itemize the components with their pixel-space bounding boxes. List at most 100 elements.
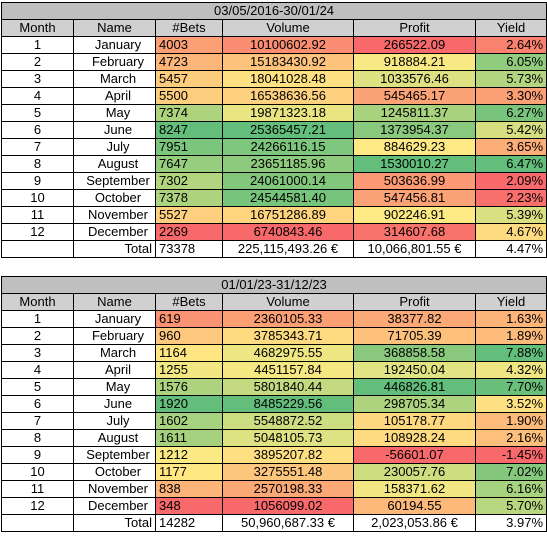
data-row: 8 August 7647 23651185.96 1530010.27 6.47% bbox=[1, 155, 547, 173]
total-cell: 3.97% bbox=[474, 514, 547, 532]
cell: 2360105.33 bbox=[222, 310, 354, 328]
cell: 1373954.37 bbox=[353, 121, 476, 139]
cell: 266522.09 bbox=[353, 36, 476, 54]
cell: 2.09% bbox=[474, 172, 547, 190]
cell: 5457 bbox=[155, 70, 223, 88]
cell: 5527 bbox=[155, 206, 223, 224]
cell: September bbox=[73, 446, 156, 464]
cell: 314607.68 bbox=[353, 223, 476, 241]
data-row: 6 June 1920 8485229.56 298705.34 3.52% bbox=[1, 395, 547, 413]
cell: October bbox=[73, 189, 156, 207]
data-row: 11 November 838 2570198.33 158371.62 6.16% bbox=[1, 480, 547, 498]
data-row: 1 January 619 2360105.33 38377.82 1.63% bbox=[1, 310, 547, 328]
cell: 60194.55 bbox=[353, 497, 476, 515]
cell: 545465.17 bbox=[353, 87, 476, 105]
cell: 5048105.73 bbox=[222, 429, 354, 447]
header-row: Month Name #Bets Volume Profit Yield bbox=[1, 19, 547, 37]
cell: 2.23% bbox=[474, 189, 547, 207]
column-header: #Bets bbox=[155, 19, 223, 37]
cell: 1.90% bbox=[474, 412, 547, 430]
total-cell: Total bbox=[73, 240, 156, 258]
cell bbox=[1, 514, 74, 532]
cell: 10100602.92 bbox=[222, 36, 354, 54]
cell: 1611 bbox=[155, 429, 223, 447]
cell: 4682975.55 bbox=[222, 344, 354, 362]
cell: 12 bbox=[1, 223, 74, 241]
cell: 5 bbox=[1, 378, 74, 396]
cell: 8485229.56 bbox=[222, 395, 354, 413]
column-header: Volume bbox=[222, 293, 354, 311]
column-header: Profit bbox=[353, 19, 476, 37]
cell: 25365457.21 bbox=[222, 121, 354, 139]
cell: 5500 bbox=[155, 87, 223, 105]
cell: 1 bbox=[1, 310, 74, 328]
cell: 3 bbox=[1, 70, 74, 88]
cell: 10 bbox=[1, 189, 74, 207]
column-header: Volume bbox=[222, 19, 354, 37]
cell: October bbox=[73, 463, 156, 481]
header-row: Month Name #Bets Volume Profit Yield bbox=[1, 293, 547, 311]
cell: 619 bbox=[155, 310, 223, 328]
data-table: 03/05/2016-30/01/24 Month Name #Bets Volume P… bbox=[0, 2, 547, 258]
cell: 8247 bbox=[155, 121, 223, 139]
column-header: Name bbox=[73, 293, 156, 311]
title-row: 01/01/23-31/12/23 bbox=[0, 276, 547, 294]
cell: 7.02% bbox=[474, 463, 547, 481]
cell: January bbox=[73, 310, 156, 328]
data-row: 9 September 7302 24061000.14 503636.99 2.09% bbox=[1, 172, 547, 190]
total-row: Total 73378 225,115,493.26 €10,066,801.55 … bbox=[1, 240, 547, 258]
cell: August bbox=[73, 429, 156, 447]
data-row: 12 December 2269 6740843.46 314607.68 4.67% bbox=[1, 223, 547, 241]
cell: 24544581.40 bbox=[222, 189, 354, 207]
cell: 7378 bbox=[155, 189, 223, 207]
cell: 446826.81 bbox=[353, 378, 476, 396]
cell: August bbox=[73, 155, 156, 173]
cell: 2 bbox=[1, 53, 74, 71]
cell: 902246.91 bbox=[353, 206, 476, 224]
cell: December bbox=[73, 497, 156, 515]
cell: 1576 bbox=[155, 378, 223, 396]
cell: January bbox=[73, 36, 156, 54]
cell: June bbox=[73, 121, 156, 139]
cell: 4 bbox=[1, 361, 74, 379]
data-table: 01/01/23-31/12/23 Month Name #Bets Volume Pro… bbox=[0, 276, 547, 532]
cell: March bbox=[73, 70, 156, 88]
data-row: 3 March 1164 4682975.55 368858.58 7.88% bbox=[1, 344, 547, 362]
cell: 7647 bbox=[155, 155, 223, 173]
cell: 15183430.92 bbox=[222, 53, 354, 71]
cell: 7302 bbox=[155, 172, 223, 190]
cell: July bbox=[73, 138, 156, 156]
cell: 6.47% bbox=[474, 155, 547, 173]
cell: 1245811.37 bbox=[353, 104, 476, 122]
cell: 884629.23 bbox=[353, 138, 476, 156]
cell: 547456.81 bbox=[353, 189, 476, 207]
column-header: Name bbox=[73, 19, 156, 37]
cell: -1.45% bbox=[474, 446, 547, 464]
total-cell: 14282 bbox=[155, 514, 223, 532]
cell: 3785343.71 bbox=[222, 327, 354, 345]
cell: 1056099.02 bbox=[222, 497, 354, 515]
cell: 6.05% bbox=[474, 53, 547, 71]
cell: 3.65% bbox=[474, 138, 547, 156]
cell: 4.67% bbox=[474, 223, 547, 241]
cell: 8 bbox=[1, 155, 74, 173]
cell: 3.30% bbox=[474, 87, 547, 105]
cell: 11 bbox=[1, 206, 74, 224]
total-cell: 10,066,801.55 € bbox=[353, 240, 476, 258]
cell: 5.39% bbox=[474, 206, 547, 224]
cell: 368858.58 bbox=[353, 344, 476, 362]
cell: 108928.24 bbox=[353, 429, 476, 447]
cell: 2570198.33 bbox=[222, 480, 354, 498]
cell: June bbox=[73, 395, 156, 413]
data-row: 10 October 7378 24544581.40 547456.81 2.23% bbox=[1, 189, 547, 207]
total-cell: 4.47% bbox=[474, 240, 547, 258]
column-header: Profit bbox=[353, 293, 476, 311]
data-row: 6 June 8247 25365457.21 1373954.37 5.42% bbox=[1, 121, 547, 139]
table-title: 01/01/23-31/12/23 bbox=[0, 276, 547, 294]
cell: 5548872.52 bbox=[222, 412, 354, 430]
cell: 1033576.46 bbox=[353, 70, 476, 88]
cell: 3895207.82 bbox=[222, 446, 354, 464]
total-cell: 73378 bbox=[155, 240, 223, 258]
cell: 6.16% bbox=[474, 480, 547, 498]
data-row: 8 August 1611 5048105.73 108928.24 2.16% bbox=[1, 429, 547, 447]
